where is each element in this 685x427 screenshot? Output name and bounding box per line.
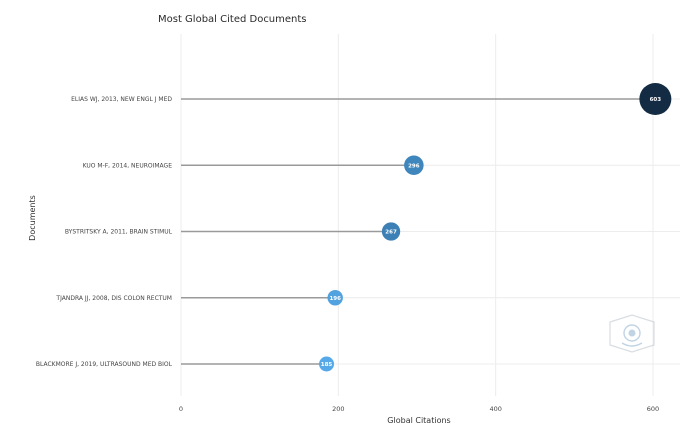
stem-layer <box>181 98 656 365</box>
document-label: BYSTRITSKY A, 2011, BRAIN STIMUL <box>65 229 173 236</box>
x-tick-label: 0 <box>179 405 183 413</box>
grid-layer <box>180 34 680 396</box>
lollipop-point[interactable] <box>327 290 343 306</box>
category-labels: ELIAS WJ, 2013, NEW ENGL J MED KUO M-F, 2… <box>36 96 173 368</box>
document-label: TJANDRA JJ, 2008, DIS COLON RECTUM <box>55 295 172 302</box>
value-label: 196 <box>329 296 341 302</box>
lollipop-point[interactable] <box>381 222 401 241</box>
points-layer: 603 296 267 196 185 <box>319 83 672 372</box>
value-label: 603 <box>650 97 662 103</box>
x-axis-title: Global Citations <box>387 416 450 425</box>
document-label: BLACKMORE J, 2019, ULTRASOUND MED BIOL <box>36 361 173 368</box>
x-tick-labels: 0 200 400 600 <box>179 405 659 413</box>
x-tick-label: 200 <box>332 405 344 413</box>
bibliometrix-logo-icon <box>609 314 655 353</box>
value-label: 296 <box>408 163 420 169</box>
y-axis-title: Documents <box>28 195 37 241</box>
chart-title: Most Global Cited Documents <box>158 14 307 25</box>
lollipop-point[interactable] <box>319 356 335 372</box>
lollipop-point[interactable] <box>404 155 424 176</box>
document-label: KUO M-F, 2014, NEUROIMAGE <box>83 162 173 169</box>
value-label: 267 <box>385 230 397 236</box>
x-tick-label: 600 <box>647 405 659 413</box>
value-label: 185 <box>321 362 333 368</box>
document-label: ELIAS WJ, 2013, NEW ENGL J MED <box>71 96 172 103</box>
x-tick-label: 400 <box>489 405 501 413</box>
lollipop-point[interactable] <box>639 83 672 115</box>
